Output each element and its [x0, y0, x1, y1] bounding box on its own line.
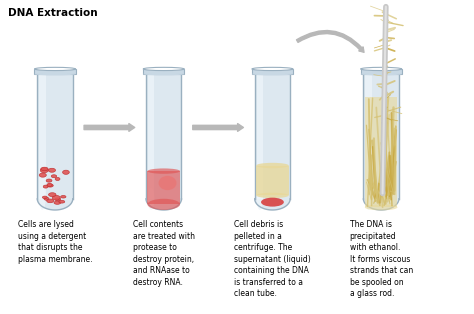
Ellipse shape — [40, 168, 48, 173]
Ellipse shape — [261, 198, 284, 207]
Ellipse shape — [55, 177, 60, 181]
Ellipse shape — [147, 168, 180, 174]
Ellipse shape — [256, 193, 289, 198]
Ellipse shape — [63, 170, 69, 174]
Bar — [364, 73, 399, 199]
Ellipse shape — [252, 67, 293, 71]
Bar — [143, 69, 184, 74]
Ellipse shape — [43, 185, 48, 188]
Bar — [361, 69, 401, 74]
Ellipse shape — [148, 187, 155, 210]
Ellipse shape — [42, 196, 47, 198]
Ellipse shape — [39, 173, 46, 177]
Ellipse shape — [59, 200, 65, 203]
Bar — [146, 73, 182, 199]
Bar — [256, 165, 289, 195]
Ellipse shape — [256, 163, 289, 168]
Ellipse shape — [147, 199, 180, 210]
Ellipse shape — [61, 196, 66, 198]
Ellipse shape — [44, 197, 49, 200]
Ellipse shape — [361, 73, 401, 75]
Ellipse shape — [256, 187, 263, 210]
Ellipse shape — [54, 201, 61, 204]
Ellipse shape — [255, 187, 290, 210]
Ellipse shape — [39, 187, 46, 210]
Ellipse shape — [46, 179, 52, 182]
Ellipse shape — [364, 187, 399, 210]
Ellipse shape — [143, 73, 184, 75]
Text: The DNA is
precipitated
with ethanol.
It forms viscous
strands that can
be spool: The DNA is precipitated with ethanol. It… — [349, 220, 413, 298]
Ellipse shape — [35, 67, 76, 71]
Text: Cells are lysed
using a detergent
that disrupts the
plasma membrane.: Cells are lysed using a detergent that d… — [18, 220, 92, 264]
Ellipse shape — [158, 176, 176, 190]
Ellipse shape — [51, 175, 57, 178]
Ellipse shape — [365, 204, 398, 210]
Ellipse shape — [47, 184, 53, 187]
Ellipse shape — [252, 73, 293, 75]
Ellipse shape — [365, 187, 372, 210]
Ellipse shape — [41, 167, 48, 171]
Bar — [148, 74, 155, 199]
Bar — [256, 74, 263, 199]
Ellipse shape — [47, 183, 52, 187]
Ellipse shape — [47, 199, 54, 203]
Bar — [365, 97, 398, 207]
Ellipse shape — [37, 187, 73, 210]
Text: Cell contents
are treated with
protease to
destroy protein,
and RNAase to
destro: Cell contents are treated with protease … — [133, 220, 195, 287]
Bar — [39, 74, 46, 199]
Text: DNA Extraction: DNA Extraction — [8, 8, 98, 18]
Ellipse shape — [35, 73, 76, 75]
Ellipse shape — [52, 195, 60, 200]
Bar — [35, 69, 76, 74]
Bar — [37, 73, 73, 199]
Ellipse shape — [55, 198, 61, 201]
Bar — [255, 73, 290, 199]
Ellipse shape — [143, 67, 184, 71]
Bar — [252, 69, 293, 74]
Ellipse shape — [361, 67, 401, 71]
Ellipse shape — [48, 168, 55, 172]
Bar — [147, 171, 180, 204]
Bar — [365, 74, 372, 199]
Ellipse shape — [48, 193, 56, 197]
Ellipse shape — [146, 187, 182, 210]
Text: Cell debris is
pelleted in a
centrifuge. The
supernatant (liquid)
containing the: Cell debris is pelleted in a centrifuge.… — [234, 220, 311, 298]
